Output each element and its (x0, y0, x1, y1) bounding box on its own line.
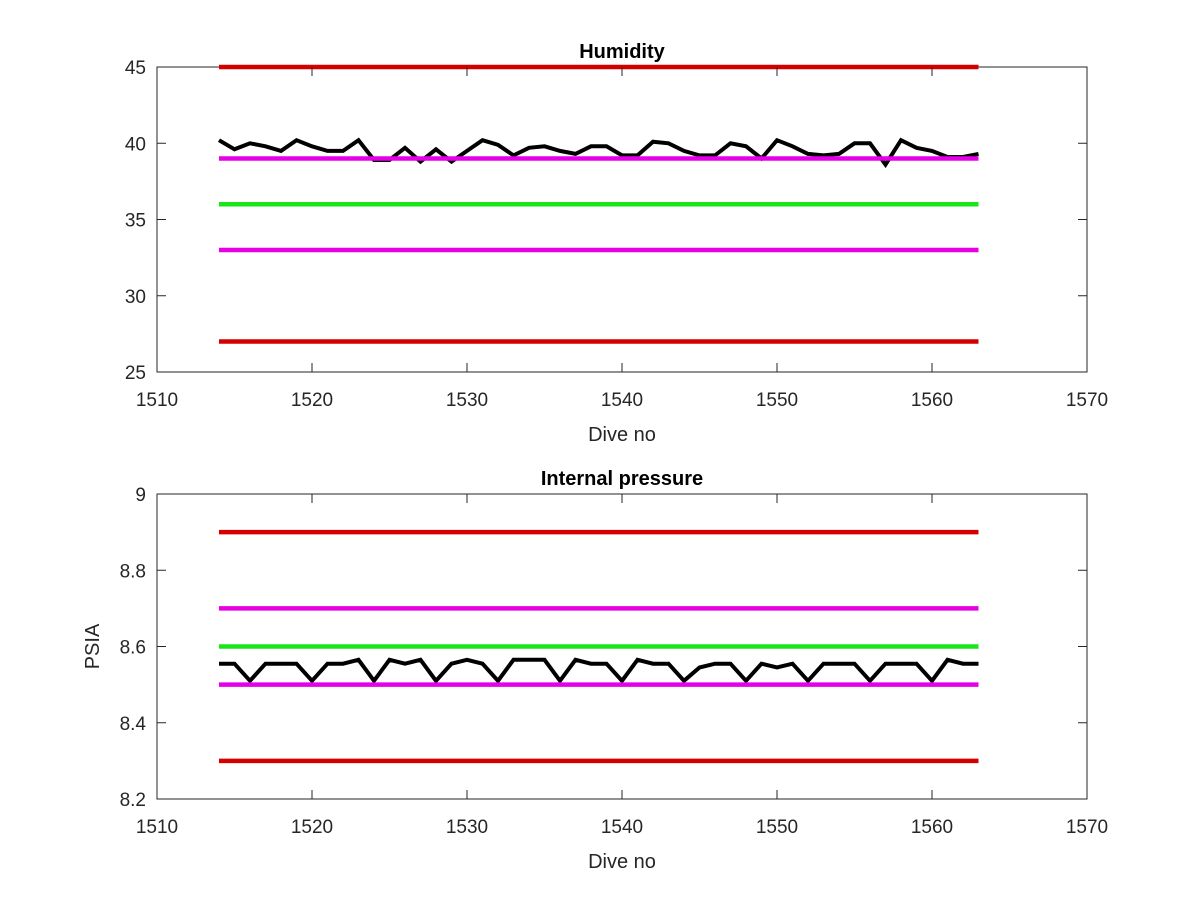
humidity-x-axis-label: Dive no (588, 424, 656, 446)
humidity-subplot: 1510 1520 1530 1540 1550 1560 1570 25 30 35 40 45 Hu… (125, 41, 1108, 446)
humidity-y-tick-label: 25 (125, 363, 146, 384)
pressure-y-tick-label: 8.4 (120, 714, 147, 735)
pressure-x-tick-label: 1570 (1066, 817, 1108, 838)
humidity-x-tick-label: 1570 (1066, 390, 1108, 411)
pressure-title: Internal pressure (541, 468, 703, 490)
pressure-y-tick-label: 9 (135, 485, 146, 506)
pressure-y-tick-label: 8.8 (120, 561, 146, 582)
humidity-x-tick-label: 1510 (136, 390, 178, 411)
humidity-x-tick-label: 1560 (911, 390, 953, 411)
humidity-y-tick-label: 40 (125, 134, 146, 155)
internal-pressure-subplot: 1510 1520 1530 1540 1550 1560 1570 8.2 8.4 8.6 8.8… (82, 468, 1108, 873)
humidity-title: Humidity (579, 41, 665, 63)
humidity-axes-box (156, 66, 1088, 373)
pressure-y-tick-label: 8.2 (120, 790, 146, 811)
humidity-data-line (217, 137, 979, 169)
pressure-x-tick-label: 1530 (446, 817, 488, 838)
humidity-x-tick-label: 1520 (291, 390, 333, 411)
pressure-x-tick-label: 1510 (136, 817, 178, 838)
pressure-x-tick-label: 1520 (291, 817, 333, 838)
humidity-x-tick-label: 1540 (601, 390, 643, 411)
pressure-y-tick-label: 8.6 (120, 638, 146, 659)
pressure-x-axis-label: Dive no (588, 851, 656, 873)
pressure-x-tick-label: 1550 (756, 817, 798, 838)
humidity-y-tick-label: 45 (125, 58, 146, 79)
pressure-x-tick-label: 1560 (911, 817, 953, 838)
humidity-y-tick-label: 35 (125, 211, 146, 232)
pressure-y-axis-label: PSIA (82, 623, 104, 669)
pressure-x-tick-label: 1540 (601, 817, 643, 838)
humidity-x-tick-label: 1530 (446, 390, 488, 411)
humidity-x-tick-label: 1550 (756, 390, 798, 411)
pressure-data-line (219, 657, 979, 685)
humidity-y-tick-label: 30 (125, 287, 146, 308)
